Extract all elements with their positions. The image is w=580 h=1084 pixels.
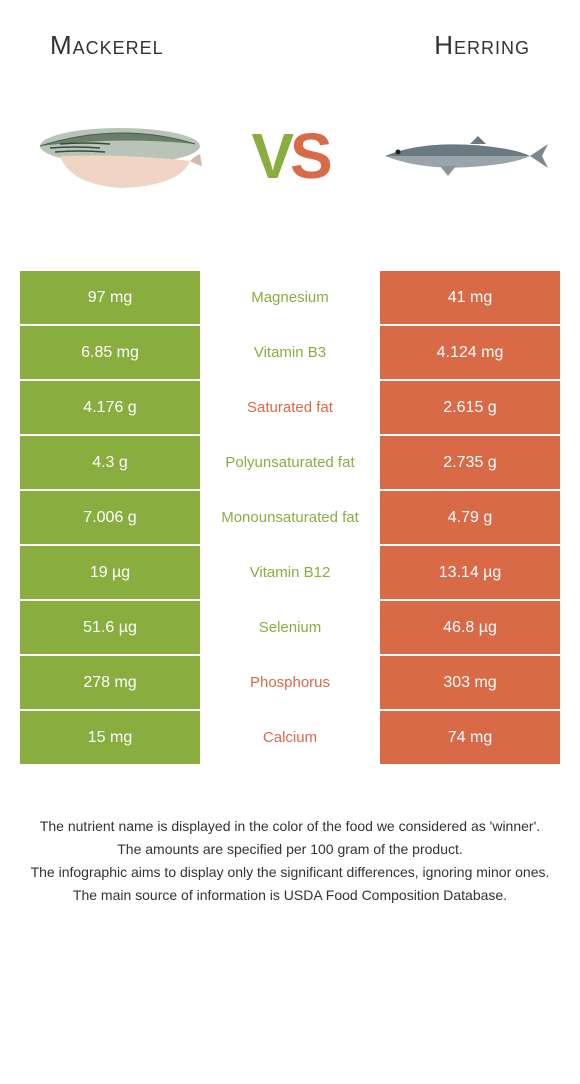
nutrient-label: Vitamin B3: [200, 326, 380, 379]
value-right: 4.79 g: [380, 491, 560, 544]
header: Mackerel Herring: [0, 0, 580, 71]
footer-line: The nutrient name is displayed in the co…: [20, 816, 560, 837]
nutrient-label: Selenium: [200, 601, 380, 654]
value-right: 303 mg: [380, 656, 560, 709]
nutrient-table: 97 mgMagnesium41 mg6.85 mgVitamin B34.12…: [20, 271, 560, 766]
infographic-container: Mackerel Herring VS: [0, 0, 580, 906]
table-row: 6.85 mgVitamin B34.124 mg: [20, 326, 560, 381]
value-left: 15 mg: [20, 711, 200, 764]
value-right: 74 mg: [380, 711, 560, 764]
title-left: Mackerel: [50, 30, 164, 61]
value-left: 19 µg: [20, 546, 200, 599]
vs-label: VS: [251, 119, 328, 193]
footer-line: The amounts are specified per 100 gram o…: [20, 839, 560, 860]
footer-line: The infographic aims to display only the…: [20, 862, 560, 883]
vs-v: V: [251, 119, 290, 193]
nutrient-label: Saturated fat: [200, 381, 380, 434]
value-right: 2.735 g: [380, 436, 560, 489]
table-row: 7.006 gMonounsaturated fat4.79 g: [20, 491, 560, 546]
table-row: 15 mgCalcium74 mg: [20, 711, 560, 766]
nutrient-label: Monounsaturated fat: [200, 491, 380, 544]
value-right: 4.124 mg: [380, 326, 560, 379]
value-left: 4.176 g: [20, 381, 200, 434]
table-row: 51.6 µgSelenium46.8 µg: [20, 601, 560, 656]
value-right: 46.8 µg: [380, 601, 560, 654]
nutrient-label: Calcium: [200, 711, 380, 764]
value-left: 6.85 mg: [20, 326, 200, 379]
value-right: 41 mg: [380, 271, 560, 324]
value-left: 278 mg: [20, 656, 200, 709]
table-row: 4.3 gPolyunsaturated fat2.735 g: [20, 436, 560, 491]
value-left: 51.6 µg: [20, 601, 200, 654]
footer-notes: The nutrient name is displayed in the co…: [0, 766, 580, 906]
nutrient-label: Polyunsaturated fat: [200, 436, 380, 489]
vs-s: S: [290, 119, 329, 193]
hero-row: VS: [0, 71, 580, 271]
table-row: 4.176 gSaturated fat2.615 g: [20, 381, 560, 436]
nutrient-label: Phosphorus: [200, 656, 380, 709]
value-right: 13.14 µg: [380, 546, 560, 599]
table-row: 278 mgPhosphorus303 mg: [20, 656, 560, 711]
value-left: 7.006 g: [20, 491, 200, 544]
value-left: 97 mg: [20, 271, 200, 324]
nutrient-label: Magnesium: [200, 271, 380, 324]
herring-image: [370, 106, 550, 206]
value-left: 4.3 g: [20, 436, 200, 489]
table-row: 19 µgVitamin B1213.14 µg: [20, 546, 560, 601]
nutrient-label: Vitamin B12: [200, 546, 380, 599]
table-row: 97 mgMagnesium41 mg: [20, 271, 560, 326]
mackerel-image: [30, 106, 210, 206]
footer-line: The main source of information is USDA F…: [20, 885, 560, 906]
title-right: Herring: [434, 30, 530, 61]
value-right: 2.615 g: [380, 381, 560, 434]
